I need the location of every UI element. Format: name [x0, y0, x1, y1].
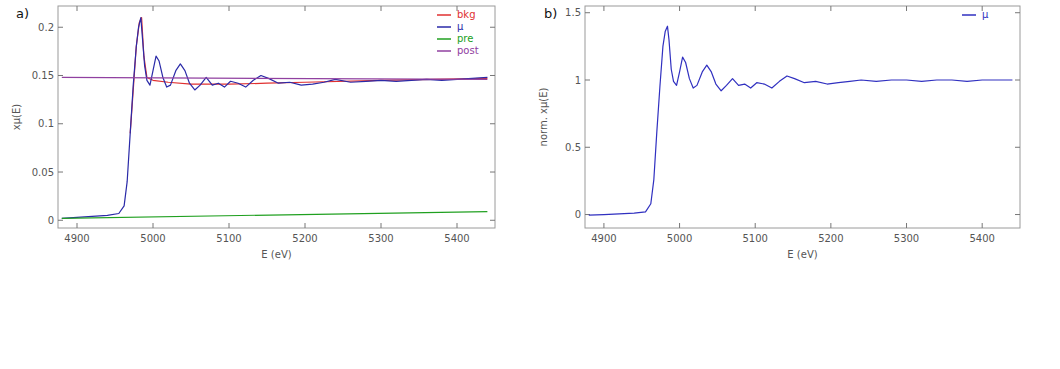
y-tick [58, 123, 63, 124]
x-axis-label: E (eV) [787, 249, 817, 260]
x-tick [755, 223, 756, 228]
x-tick [77, 6, 78, 11]
legend: bkgμprepost [437, 9, 479, 56]
y-tick [1015, 214, 1020, 215]
series-line [589, 26, 1013, 215]
legend-label: pre [457, 33, 473, 44]
plot-area [62, 18, 488, 219]
y-tick [1015, 147, 1020, 148]
y-tick [1015, 80, 1020, 81]
x-tick [982, 223, 983, 228]
y-tick-label: 0.5 [565, 142, 581, 153]
x-tick-label: 5100 [742, 233, 767, 244]
x-tick-label: 5400 [444, 233, 469, 244]
legend-label: μ [982, 9, 989, 20]
x-tick [229, 223, 230, 228]
legend-label: μ [457, 21, 464, 32]
series-line [62, 212, 488, 219]
y-tick [490, 75, 495, 76]
y-tick [490, 27, 495, 28]
chart-svg: 4900 5000 5100 5200 5300 5400 0 0.05 0.1 0.15 0.2 E… [0, 0, 1060, 369]
panel-title: b) [544, 6, 557, 21]
legend-swatch [437, 38, 451, 40]
x-tick [906, 223, 907, 228]
legend-label: post [457, 45, 479, 56]
x-tick [381, 6, 382, 11]
panel: 4900 5000 5100 5200 5300 5400 0 0.05 0.1 0.15 0.2 E… [11, 6, 495, 260]
x-tick [457, 223, 458, 228]
y-tick-label: 1 [575, 75, 581, 86]
plot-area [589, 26, 1013, 215]
x-tick-label: 5200 [818, 233, 843, 244]
x-tick [906, 6, 907, 11]
plot-frame [585, 6, 1020, 228]
y-tick-label: 0 [48, 215, 54, 226]
y-tick [58, 27, 63, 28]
series-line [130, 18, 487, 134]
y-tick-label: 1.5 [565, 7, 581, 18]
x-tick-label: 5100 [216, 233, 241, 244]
y-tick [585, 80, 590, 81]
x-tick-label: 5400 [969, 233, 994, 244]
x-tick-label: 5300 [368, 233, 393, 244]
y-tick [490, 123, 495, 124]
x-tick [830, 223, 831, 228]
legend-swatch [437, 26, 451, 28]
legend-swatch [437, 14, 451, 16]
y-tick [58, 75, 63, 76]
y-tick [490, 172, 495, 173]
y-tick-label: 0.2 [38, 22, 54, 33]
legend-swatch [437, 50, 451, 52]
legend-label: bkg [457, 9, 476, 20]
legend-swatch [962, 14, 976, 16]
y-axis-label: xμ(E) [11, 104, 22, 131]
figure: 4900 5000 5100 5200 5300 5400 0 0.05 0.1 0.15 0.2 E… [0, 0, 1060, 369]
y-tick-label: 0.15 [32, 70, 54, 81]
x-tick [229, 6, 230, 11]
y-axis-label: norm. xμ(E) [538, 87, 549, 146]
y-tick-label: 0.05 [32, 167, 54, 178]
y-tick [585, 12, 590, 13]
x-tick-label: 4900 [64, 233, 89, 244]
y-tick [585, 147, 590, 148]
x-tick-label: 5200 [292, 233, 317, 244]
panel: 4900 5000 5100 5200 5300 5400 0 0.5 1 1.5 E (eV) no… [538, 6, 1020, 260]
x-tick [305, 223, 306, 228]
y-tick-label: 0.1 [38, 118, 54, 129]
series-line [62, 77, 488, 79]
x-tick [830, 6, 831, 11]
y-tick [1015, 12, 1020, 13]
x-tick [679, 6, 680, 11]
series-line [62, 18, 488, 219]
x-tick [153, 6, 154, 11]
x-tick [153, 223, 154, 228]
x-tick [77, 223, 78, 228]
legend: μ [962, 9, 989, 20]
y-tick [58, 220, 63, 221]
y-tick [490, 220, 495, 221]
x-tick-label: 4900 [591, 233, 616, 244]
x-tick [603, 223, 604, 228]
plot-frame [58, 6, 495, 228]
y-tick [58, 172, 63, 173]
x-tick-label: 5000 [140, 233, 165, 244]
x-tick-label: 5000 [667, 233, 692, 244]
x-tick [381, 223, 382, 228]
y-tick-label: 0 [575, 209, 581, 220]
x-tick [679, 223, 680, 228]
x-axis-label: E (eV) [261, 249, 291, 260]
x-tick [305, 6, 306, 11]
panel-title: a) [16, 6, 29, 21]
x-tick [755, 6, 756, 11]
x-tick-label: 5300 [894, 233, 919, 244]
x-tick [603, 6, 604, 11]
